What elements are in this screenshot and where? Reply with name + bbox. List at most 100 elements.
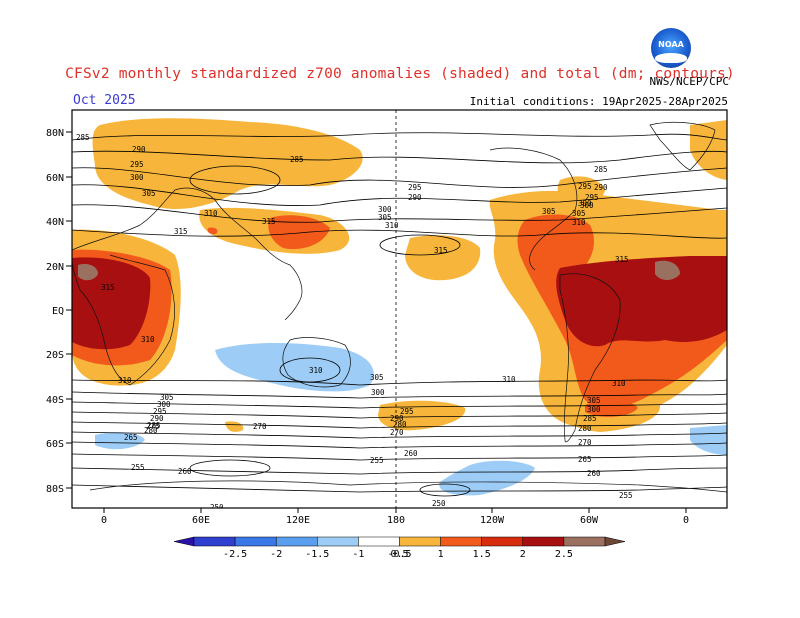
contour-line (72, 431, 727, 439)
contour-label: 310 (612, 379, 626, 388)
lon-axis: 0 60E 120E 180 120W 60W 0 (101, 508, 689, 526)
contour-label: 300 (157, 400, 171, 409)
contour-label: 285 (147, 421, 161, 430)
colorbar-label: -1 (352, 549, 364, 560)
colorbar-label: 2.5 (555, 549, 573, 560)
contour-label: 310 (572, 218, 586, 227)
contour-line (72, 391, 727, 399)
contour-label: 315 (174, 227, 188, 236)
colorbar-swatch (275, 536, 318, 547)
colorbar-swatch (317, 536, 359, 547)
colorbar-swatch (440, 536, 482, 547)
contour-line (72, 401, 727, 409)
contour-label: 270 (578, 438, 592, 447)
contour-line (72, 441, 727, 449)
colorbar-swatch (399, 536, 441, 547)
coast-antarctica (89, 480, 727, 493)
lat-label: 80S (46, 484, 64, 495)
coast-eurasia (72, 187, 303, 321)
contour-label: 290 (150, 414, 164, 423)
contour-label: 305 (142, 189, 156, 198)
contour-label: 255 (131, 463, 145, 472)
contour-label: 315 (434, 246, 448, 255)
lon-label: 60E (192, 515, 210, 526)
contour-label: 260 (178, 467, 192, 476)
anomaly-region-southern-ocean-east (690, 425, 727, 455)
contour-line (72, 379, 727, 386)
lat-label: EQ (52, 306, 64, 317)
contour-line (72, 453, 727, 461)
anomaly-region-south-pacific (378, 400, 466, 431)
anomaly-region-east-asia (268, 215, 330, 250)
lat-label: 20S (46, 350, 64, 361)
contour-label: 300 (378, 205, 392, 214)
contour-label: 295 (400, 407, 414, 416)
contour-label: 295 (585, 193, 599, 202)
contour-label: 290 (408, 193, 422, 202)
lat-label: 40S (46, 395, 64, 406)
height-contours (72, 132, 727, 497)
lon-label: 120E (286, 515, 310, 526)
contour-line (72, 150, 727, 164)
colorbar-label: -0.5 (387, 549, 411, 560)
noaa-logo-text: NOAA (658, 40, 684, 49)
coast-north-america (489, 147, 578, 271)
colorbar: -2.5 -2 -1.5 -1 -0.50.5 1 1.5 2 2.5 (173, 536, 626, 560)
contour-closed (279, 357, 341, 383)
contour-line (72, 411, 727, 419)
contour-label: 285 (290, 155, 304, 164)
contour-label: 305 (378, 213, 392, 222)
contour-label: 305 (160, 393, 174, 402)
contour-closed (189, 165, 281, 195)
anomaly-negative-weak (95, 343, 727, 496)
contour-label: 280 (144, 426, 158, 435)
colorbar-label: 1.5 (473, 549, 491, 560)
anomaly-region-south-indian (225, 421, 244, 432)
contour-label: 295 (130, 160, 144, 169)
contour-label: 290 (594, 183, 608, 192)
contour-label: 265 (578, 455, 592, 464)
contour-closed (379, 234, 461, 256)
contour-label: 300 (580, 201, 594, 210)
colorbar-swatch (234, 536, 277, 547)
contour-line (72, 229, 727, 239)
contour-label: 260 (587, 469, 601, 478)
contour-label: 260 (404, 449, 418, 458)
anomaly-region-greenland (690, 120, 727, 180)
contour-label: 285 (583, 414, 597, 423)
colorbar-high-arrow (604, 536, 626, 547)
map-frame (71, 109, 728, 509)
contour-closed (419, 483, 471, 497)
contour-label: 280 (393, 420, 407, 429)
anomaly-region-sahara (78, 264, 98, 281)
contour-label: 300 (578, 199, 592, 208)
contour-label: 270 (253, 422, 267, 431)
contour-label: 315 (615, 255, 629, 264)
contour-label: 250 (432, 499, 446, 508)
contour-label: 305 (370, 373, 384, 382)
colorbar-swatch (358, 536, 400, 547)
contour-label: 295 (408, 183, 422, 192)
map-area: 285 290 295 300 305 310 315 285 295 290 … (72, 110, 727, 508)
colorbar-swatch (522, 536, 565, 547)
contour-label: 305 (572, 209, 586, 218)
coast-africa (72, 254, 175, 386)
noaa-logo: NOAA (651, 28, 691, 68)
anomaly-region-southern-ocean-west (95, 432, 145, 450)
contour-line (72, 421, 727, 429)
agency-label: NWS/NCEP/CPC (649, 75, 729, 88)
contour-label: 305 (587, 396, 601, 405)
contour-label: 255 (370, 456, 384, 465)
colorbar-swatch (481, 536, 524, 547)
colorbar-label: 1 (438, 549, 444, 560)
contour-label: 295 (153, 407, 167, 416)
coast-australia (282, 337, 351, 388)
map-title: CFSv2 monthly standardized z700 anomalie… (65, 66, 735, 82)
anomaly-region-south-atlantic-core (585, 400, 638, 417)
contour-label: 290 (390, 414, 404, 423)
lat-axis: 80N 60N 40N 20N EQ 20S 40S 60S 80S (46, 128, 72, 495)
coast-greenland (649, 121, 716, 171)
lat-label: 40N (46, 217, 64, 228)
lon-label: 180 (387, 515, 405, 526)
